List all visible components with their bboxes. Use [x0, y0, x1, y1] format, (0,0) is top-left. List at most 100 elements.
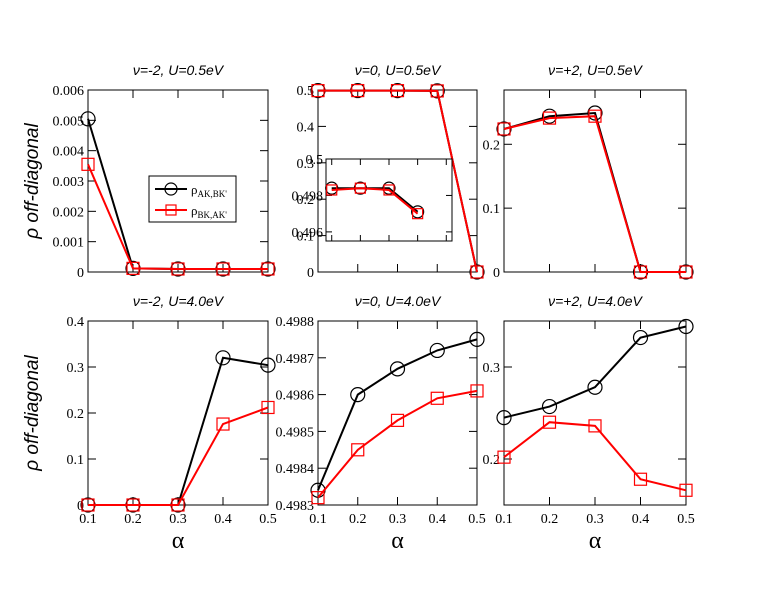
panel-6-xtick-label-2: 0.2 [541, 512, 559, 527]
panel-4-frame [87, 320, 269, 506]
panel-4-ytick-label-1: 0 [77, 499, 84, 514]
panel-5-series-1-line [317, 338, 478, 491]
panel-3-series-1-point-2 [541, 108, 558, 124]
panel-6-series-2-point-1 [497, 450, 511, 464]
panel-4-series-2-point-1 [81, 498, 95, 512]
panel-1-series-2-point-4 [216, 262, 230, 276]
panel-1-ylabel: ρ off-diagonal [22, 122, 43, 239]
panel-5-xtick-label-1: 0.1 [309, 512, 327, 527]
panel-5-xtick-label-5: 0.5 [468, 512, 486, 527]
panel-1-legend-label-1: ρAK,BK' [191, 182, 227, 199]
panel-6-xtick-label-1: 0.1 [495, 512, 513, 527]
panel-6-xtick-label-4: 0.4 [632, 512, 650, 527]
panel-5-series-2-point-4 [430, 391, 444, 405]
panel-5-series-2-point-3 [390, 413, 405, 427]
panel-6-series-2-point-5 [679, 483, 693, 497]
panel-3-series-2-point-3 [588, 109, 602, 123]
panel-3-series-1-line [503, 111, 686, 273]
panel-3-ytick-label-2: 0.1 [483, 202, 501, 217]
panel-4-series-2-line [88, 406, 269, 506]
panel-4-ytick-label-2: 0.1 [67, 453, 85, 468]
panel-5-series-1-point-2 [350, 387, 366, 403]
panel-4-series-1-point-4 [215, 350, 231, 366]
panel-4-ytick-label-5: 0.4 [67, 315, 85, 330]
panel-1-legend-label-2: ρBK,AK' [191, 203, 227, 220]
panel-5-ytick-label-4: 0.4986 [276, 389, 315, 404]
panel-4-series-2-point-3 [171, 498, 185, 512]
panel-5-xlabel: α [391, 528, 404, 554]
panel-5-series-1-point-5 [469, 331, 485, 347]
panel-1-ytick-label-3: 0.002 [53, 205, 85, 220]
panel-2-ytick-label-3: 0.2 [297, 193, 315, 208]
panel-2-inset-series-1-point-3 [382, 181, 396, 195]
panel-2-inset-series-1-point-1 [325, 181, 339, 195]
panel-2-inset: 0.496 0.498 0.5 [292, 153, 453, 242]
panel-1-ytick-label-7: 0.006 [53, 84, 85, 99]
panel-1-title: ν=-2, U=0.5eV [133, 62, 225, 78]
panel-2-title: ν=0, U=0.5eV [355, 62, 442, 78]
panel-5-xtick-label-2: 0.2 [349, 512, 367, 527]
panel-2-ytick-label-5: 0.4 [297, 120, 315, 135]
panel-3-title: ν=+2, U=0.5eV [548, 62, 643, 78]
panel-2-ytick-label-2: 0.1 [297, 230, 315, 245]
panel-1-legend: ρAK,BK' ρBK,AK' [148, 175, 237, 223]
panel-1-series-2-point-5 [261, 262, 275, 276]
panel-1-series-1-point-1 [80, 111, 96, 127]
panel-4-xtick-label-5: 0.5 [259, 512, 277, 527]
panel-1: ν=-2, U=0.5eV 0 0.001 0.002 0.003 0.004 0.005 0… [22, 62, 276, 281]
panel-4-xlabel: α [172, 528, 185, 554]
panel-5-ytick-label-1: 0.4983 [276, 499, 315, 514]
panel-1-series-2-point-1 [81, 157, 95, 171]
panel-5-title: ν=0, U=4.0eV [355, 293, 442, 309]
panel-4-xtick-label-3: 0.3 [169, 512, 187, 527]
panel-3-series-2-point-2 [542, 111, 557, 125]
panel-2-inset-series-2-point-2 [354, 182, 366, 194]
panel-5-frame [317, 320, 478, 506]
panel-6: ν=+2, U=4.0eV 0.2 0.3 0.1 0.2 0.3 0.4 0.5 α [483, 293, 695, 554]
panel-2-ytick-label-1: 0 [307, 266, 314, 281]
panel-2-series-1-point-5 [469, 264, 485, 280]
panel-4-ylabel: ρ off-diagonal [22, 354, 43, 471]
panel-3: ν=+2, U=0.5eV 0 0.1 0.2 [483, 62, 694, 281]
panel-6-frame [503, 320, 687, 506]
panel-6-xtick-label-3: 0.3 [586, 512, 604, 527]
panel-1-series-2-point-2 [126, 261, 140, 275]
panel-4-series-1-point-5 [260, 357, 276, 373]
panel-6-series-1-point-2 [541, 398, 558, 415]
panel-2-series-2-point-1 [311, 84, 325, 98]
panel-6-ytick-label-1: 0.2 [483, 453, 501, 468]
panel-1-legend-marker-1 [164, 182, 178, 196]
panel-2-inset-series-2-point-3 [383, 184, 395, 196]
panel-5-ytick-label-2: 0.4984 [276, 462, 315, 477]
panel-6-series-2-point-2 [542, 415, 557, 429]
panel-2-series-2-point-3 [390, 84, 405, 98]
panel-1-series-2-line [87, 163, 268, 270]
panel-2-series-2-point-2 [351, 83, 365, 98]
panel-4-xtick-label-4: 0.4 [214, 512, 232, 527]
panel-2-series-2-point-5 [470, 265, 484, 279]
panel-5-series-2-point-5 [470, 384, 484, 398]
panel-6-series-1-point-4 [632, 329, 649, 346]
panel-3-series-2-point-1 [497, 122, 511, 136]
panel-3-series-1-point-1 [496, 121, 512, 137]
panel-5: ν=0, U=4.0eV 0.4983 0.4984 0.4985 0.4986 0.49… [276, 293, 486, 554]
panel-4-ytick-label-3: 0.2 [67, 407, 85, 422]
panel-2-inset-frame [325, 158, 453, 242]
panel-5-series-2-line [317, 389, 478, 499]
panel-1-series-2-point-3 [171, 262, 185, 276]
panel-2-inset-ytick-label-3: 0.5 [306, 153, 324, 168]
panel-1-ytick-label-6: 0.005 [53, 114, 85, 129]
panel-4-series-2-point-2 [126, 498, 140, 512]
panel-4-xtick-label-1: 0.1 [79, 512, 97, 527]
panel-2: ν=0, U=0.5eV00.10.20.30.40.50.4960.4980.… [292, 62, 485, 281]
panel-1-ytick-label-1: 0 [77, 266, 84, 281]
panel-1-legend-marker-2 [165, 204, 177, 216]
panel-5-ytick-label-6: 0.4988 [276, 315, 315, 330]
panel-4-title: ν=-2, U=4.0eV [133, 293, 225, 309]
panel-3-series-2-point-4 [633, 265, 648, 279]
panel-5-ytick-label-5: 0.4987 [276, 352, 315, 367]
panel-6-series-1-line [503, 325, 687, 419]
panel-6-title: ν=+2, U=4.0eV [548, 293, 643, 309]
panel-6-xlabel: α [589, 528, 602, 554]
